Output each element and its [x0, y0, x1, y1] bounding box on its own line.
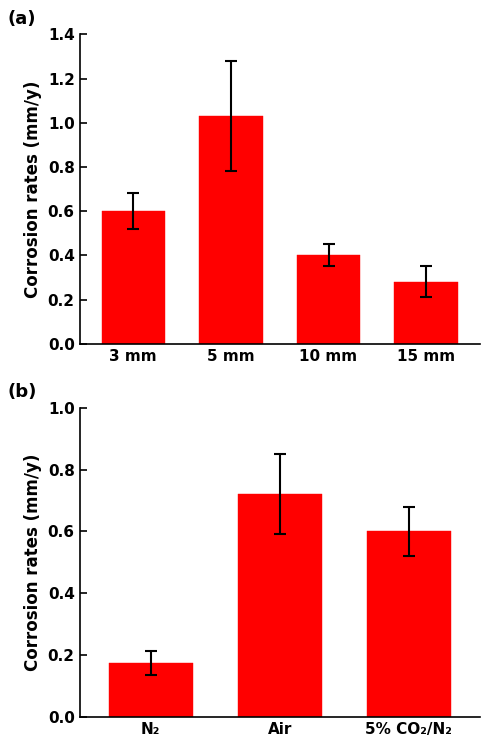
Text: (a): (a) — [7, 10, 36, 28]
Bar — [199, 116, 263, 344]
Bar — [238, 494, 322, 717]
Bar — [367, 531, 451, 717]
Text: (b): (b) — [7, 384, 37, 402]
Bar — [109, 663, 192, 717]
Bar — [394, 282, 458, 344]
Bar — [102, 211, 165, 344]
Y-axis label: Corrosion rates (mm/y): Corrosion rates (mm/y) — [24, 453, 42, 671]
Y-axis label: Corrosion rates (mm/y): Corrosion rates (mm/y) — [24, 80, 42, 298]
Bar — [297, 255, 360, 344]
